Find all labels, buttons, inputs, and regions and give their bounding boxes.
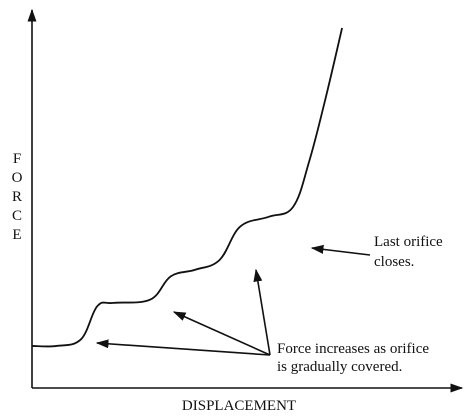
annotation-last-orifice: Last orifice closes. [374,234,446,270]
series-line-force [31,27,343,348]
y-axis-label-letter: C [12,208,22,224]
arrow-last-orifice [310,244,371,256]
annotation-force-increases: Force increases as orifice is gradually … [277,341,433,375]
arrow-step-2 [172,311,271,356]
arrow-step-1 [95,339,271,356]
annotation-arrows [95,244,371,356]
x-axis-label: DISPLACEMENT [182,398,296,414]
series-layer [31,27,343,348]
y-axis-label-letter: O [12,170,23,186]
y-axis-label-letter: E [12,227,21,243]
y-axis-label-letter: R [12,189,22,205]
arrow-step-3 [253,268,271,356]
y-axis-label-letter: F [13,151,21,167]
